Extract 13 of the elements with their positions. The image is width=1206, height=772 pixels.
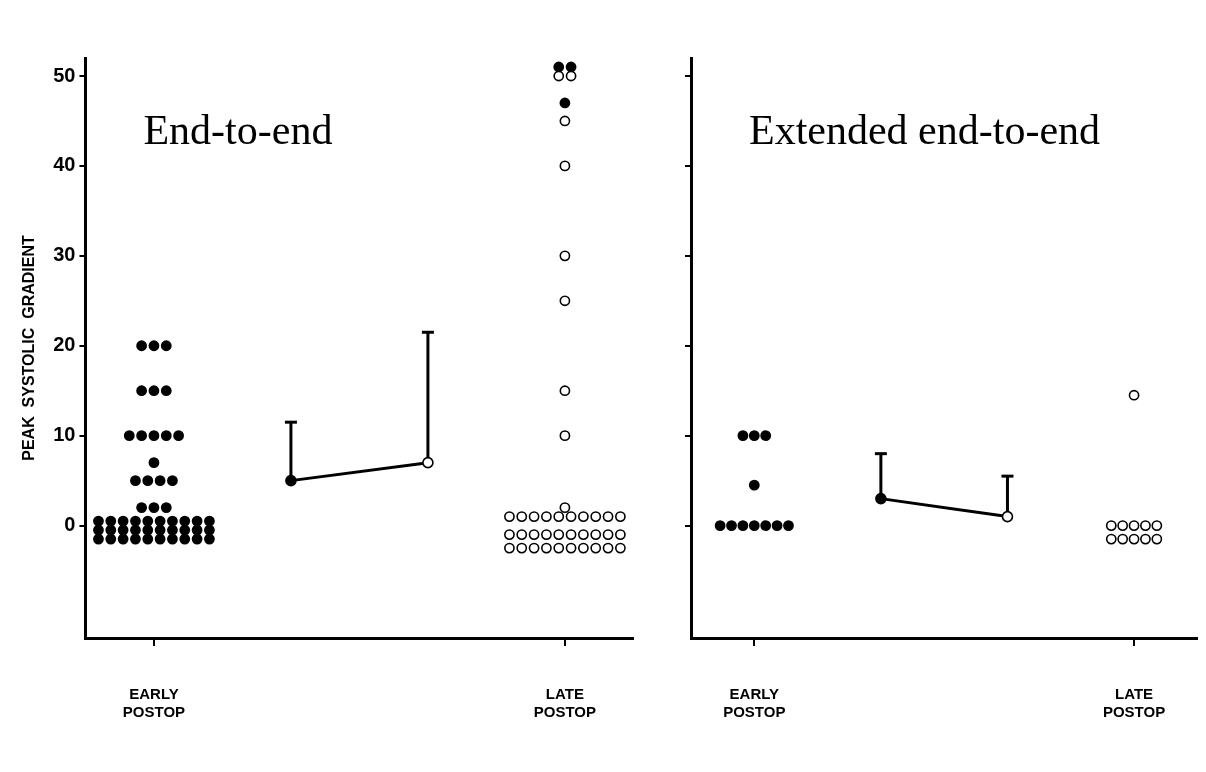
y-tick-label: 30 [53,243,76,266]
y-tick-label: 0 [64,513,76,536]
y-tick-label: 50 [53,63,76,86]
x-tick-label: LATE POSTOP [533,685,597,721]
y-tick-label: 10 [53,423,76,446]
x-tick-label: EARLY POSTOP [122,685,186,721]
text: End-to-end [143,107,333,153]
text: Extended end-to-end [749,107,1101,153]
y-tick-label: 20 [53,333,76,356]
y-tick-label: 40 [53,153,76,176]
y-axis-title: PEAK SYSTOLIC GRADIENT [20,235,38,461]
x-tick-label: LATE POSTOP [1102,685,1166,721]
x-tick-label: EARLY POSTOP [723,685,786,721]
